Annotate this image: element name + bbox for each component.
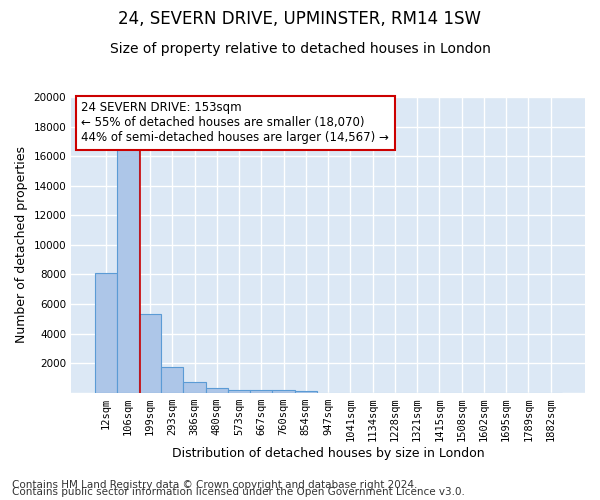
Bar	[139, 314, 161, 393]
Bar	[250, 390, 272, 393]
Bar	[206, 388, 228, 393]
Bar	[117, 149, 139, 393]
Bar	[184, 382, 206, 393]
Text: Contains HM Land Registry data © Crown copyright and database right 2024.: Contains HM Land Registry data © Crown c…	[12, 480, 418, 490]
Y-axis label: Number of detached properties: Number of detached properties	[15, 146, 28, 344]
Text: 24 SEVERN DRIVE: 153sqm
← 55% of detached houses are smaller (18,070)
44% of sem: 24 SEVERN DRIVE: 153sqm ← 55% of detache…	[82, 102, 389, 144]
Bar	[272, 390, 295, 393]
Bar	[228, 390, 250, 393]
Bar	[295, 392, 317, 393]
Bar	[161, 367, 184, 393]
Text: Contains public sector information licensed under the Open Government Licence v3: Contains public sector information licen…	[12, 487, 465, 497]
Text: 24, SEVERN DRIVE, UPMINSTER, RM14 1SW: 24, SEVERN DRIVE, UPMINSTER, RM14 1SW	[119, 10, 482, 28]
Text: Size of property relative to detached houses in London: Size of property relative to detached ho…	[110, 42, 490, 56]
Bar	[95, 273, 117, 393]
X-axis label: Distribution of detached houses by size in London: Distribution of detached houses by size …	[172, 447, 484, 460]
